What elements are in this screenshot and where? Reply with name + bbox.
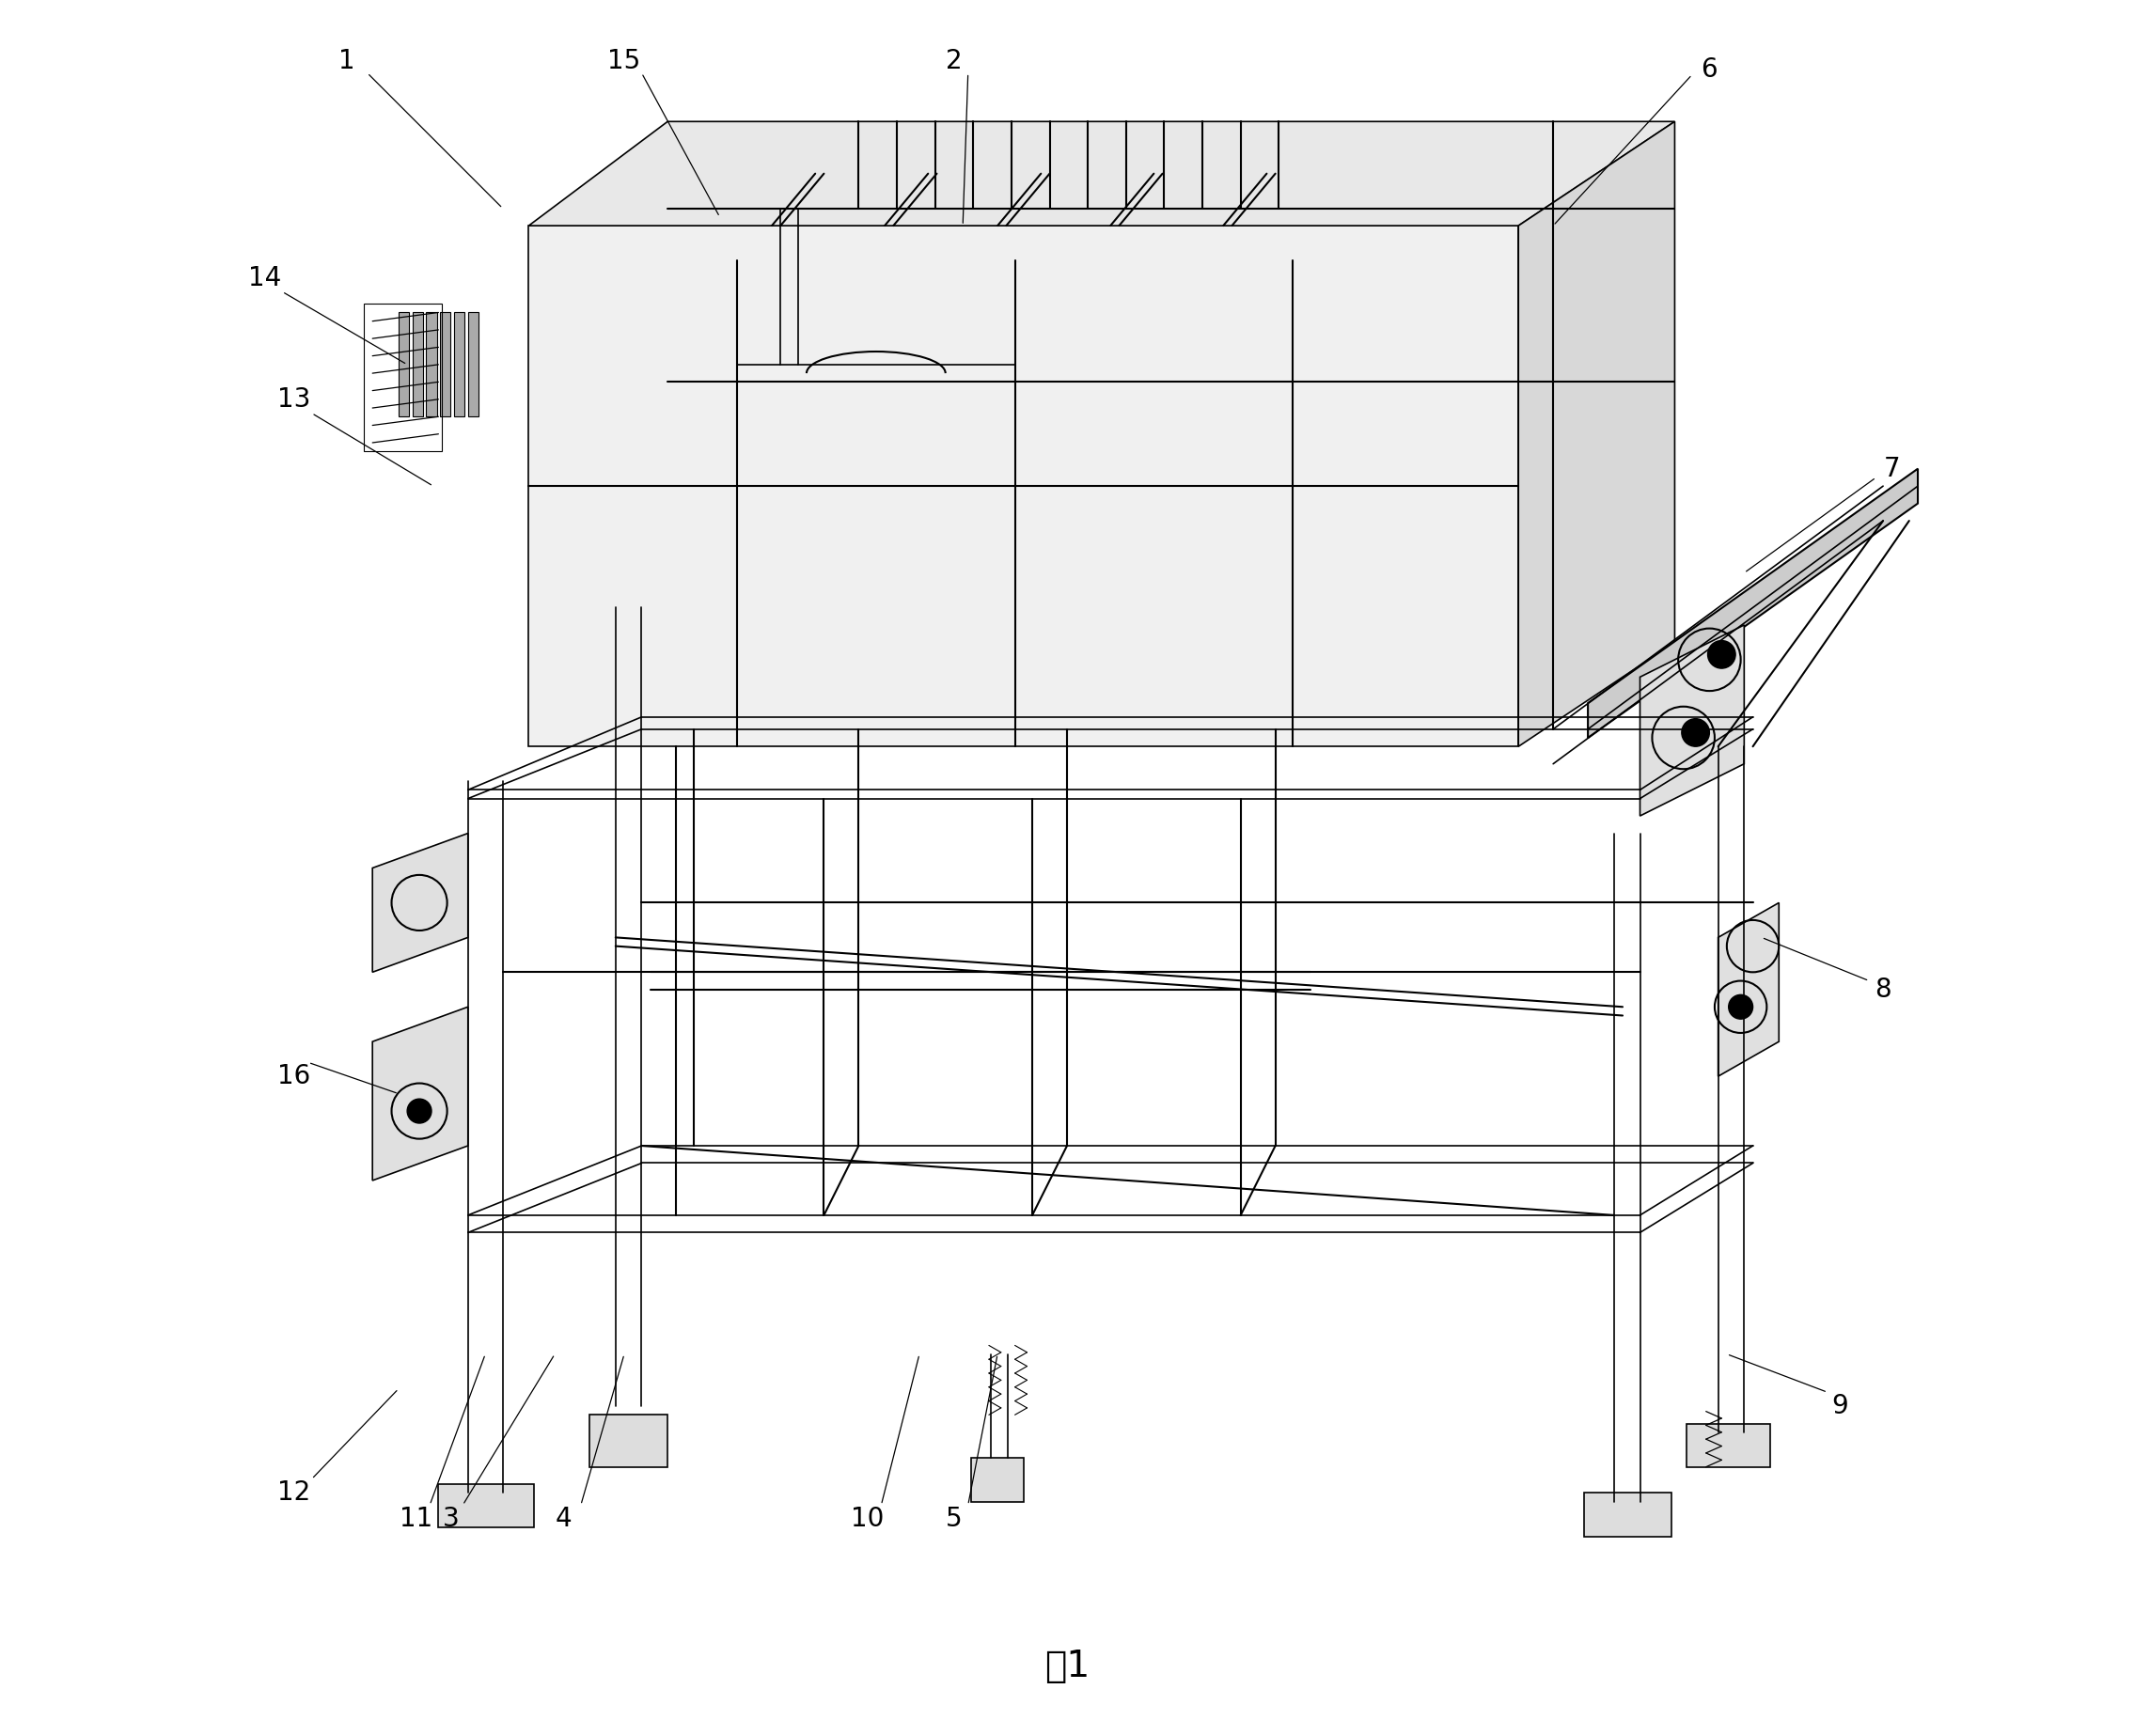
Polygon shape	[467, 312, 478, 417]
Polygon shape	[1641, 625, 1743, 816]
Polygon shape	[529, 122, 1675, 226]
Text: 2: 2	[945, 47, 962, 75]
Text: 15: 15	[608, 47, 640, 75]
Polygon shape	[373, 1007, 467, 1180]
Polygon shape	[412, 312, 423, 417]
Text: 14: 14	[248, 264, 282, 292]
Polygon shape	[1718, 903, 1780, 1076]
Text: 7: 7	[1884, 455, 1899, 483]
Polygon shape	[455, 312, 465, 417]
Circle shape	[1729, 995, 1752, 1019]
Text: 4: 4	[555, 1505, 572, 1533]
Text: 11: 11	[399, 1505, 433, 1533]
Circle shape	[1707, 641, 1735, 668]
Polygon shape	[971, 1458, 1024, 1502]
Text: 10: 10	[851, 1505, 883, 1533]
Text: 6: 6	[1701, 56, 1718, 83]
Text: 9: 9	[1831, 1392, 1848, 1420]
Polygon shape	[440, 312, 450, 417]
Text: 12: 12	[277, 1479, 312, 1507]
Text: 图1: 图1	[1044, 1649, 1090, 1684]
Text: 8: 8	[1876, 976, 1891, 1003]
Polygon shape	[529, 226, 1519, 746]
Polygon shape	[1583, 1493, 1671, 1536]
Text: 16: 16	[277, 1062, 312, 1090]
Text: 1: 1	[337, 47, 354, 75]
Polygon shape	[1519, 122, 1675, 746]
Bar	[363, 304, 442, 451]
Circle shape	[408, 1099, 431, 1123]
Polygon shape	[1588, 469, 1918, 738]
Circle shape	[1682, 719, 1709, 746]
Polygon shape	[427, 312, 437, 417]
Text: 3: 3	[442, 1505, 459, 1533]
Polygon shape	[1686, 1424, 1771, 1467]
Polygon shape	[399, 312, 410, 417]
Polygon shape	[437, 1484, 534, 1528]
Text: 13: 13	[277, 385, 312, 413]
Polygon shape	[589, 1415, 668, 1467]
Text: 5: 5	[945, 1505, 962, 1533]
Polygon shape	[373, 833, 467, 972]
